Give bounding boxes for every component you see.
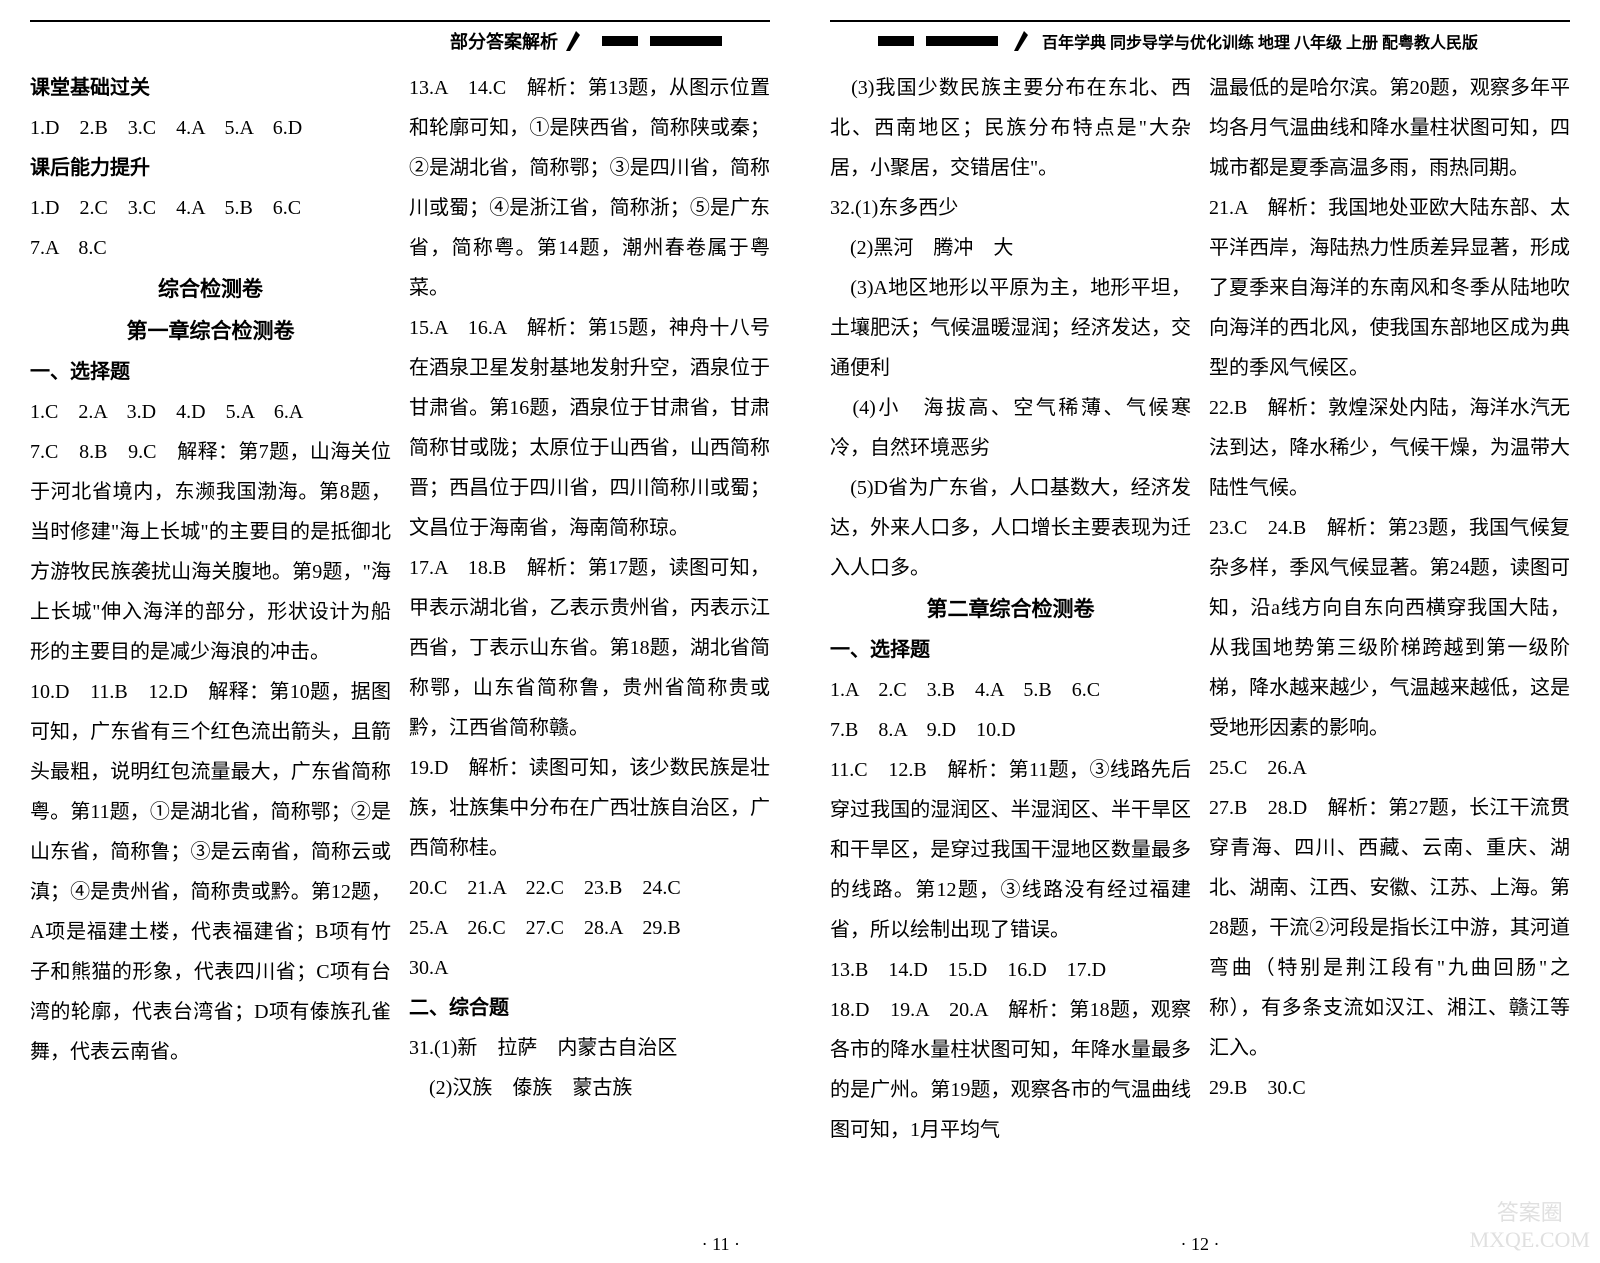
left-col-1: 课堂基础过关 1.D 2.B 3.C 4.A 5.A 6.D 课后能力提升 1.… — [30, 68, 391, 1231]
answers-line: 7.A 8.C — [30, 228, 391, 268]
answers-line: 25.C 26.A — [1209, 748, 1570, 788]
pen-icon — [562, 27, 590, 55]
heading-basics: 课堂基础过关 — [30, 68, 391, 108]
answers-line: 20.C 21.A 22.C 23.B 24.C — [409, 868, 770, 908]
answers-line: 7.B 8.A 9.D 10.D — [830, 710, 1191, 750]
header-right-title: 百年学典 同步导学与优化训练 地理 八年级 上册 配粤教人民版 — [1042, 29, 1478, 53]
answer-text: (3)我国少数民族主要分布在东北、西北、西南地区；民族分布特点是"大杂居，小聚居… — [830, 68, 1191, 188]
heading-comprehensive: 综合检测卷 — [30, 268, 391, 310]
answers-line: 29.B 30.C — [1209, 1068, 1570, 1108]
explanation-text: 19.D 解析：读图可知，该少数民族是壮族，壮族集中分布在广西壮族自治区，广西简… — [409, 748, 770, 868]
header-rule — [30, 20, 770, 22]
answers-line: 1.A 2.C 3.B 4.A 5.B 6.C — [830, 670, 1191, 710]
watermark-top: 答案圈 — [1470, 1200, 1590, 1226]
heading-chapter2-test: 第二章综合检测卷 — [830, 588, 1191, 630]
header-rule — [830, 20, 1570, 22]
left-col-2: 13.A 14.C 解析：第13题，从图示位置和轮廓可知，①是陕西省，简称陕或秦… — [409, 68, 770, 1231]
explanation-text: 7.C 8.B 9.C 解释：第7题，山海关位于河北省境内，东濒我国渤海。第8题… — [30, 432, 391, 672]
right-col-2: 温最低的是哈尔滨。第20题，观察多年平均各月气温曲线和降水量柱状图可知，四城市都… — [1209, 68, 1570, 1231]
header-left-title: 部分答案解析 — [450, 28, 558, 54]
right-col-1: (3)我国少数民族主要分布在东北、西北、西南地区；民族分布特点是"大杂居，小聚居… — [830, 68, 1191, 1231]
header-left: 部分答案解析 — [30, 26, 770, 56]
answers-line: 1.D 2.B 3.C 4.A 5.A 6.D — [30, 108, 391, 148]
answer-text: (5)D省为广东省，人口基数大，经济发达，外来人口多，人口增长主要表现为迁入人口… — [830, 468, 1191, 588]
answer-text: (2)黑河 腾冲 大 — [830, 228, 1191, 268]
heading-choice: 一、选择题 — [830, 630, 1191, 670]
page-right: 百年学典 同步导学与优化训练 地理 八年级 上册 配粤教人民版 (3)我国少数民… — [800, 0, 1600, 1263]
watermark-bottom: MXQE.COM — [1470, 1227, 1590, 1253]
heading-ability: 课后能力提升 — [30, 148, 391, 188]
header-decor-left — [602, 36, 722, 46]
explanation-text: 15.A 16.A 解析：第15题，神舟十八号在酒泉卫星发射基地发射升空，酒泉位… — [409, 308, 770, 548]
explanation-text: 21.A 解析：我国地处亚欧大陆东部、太平洋西岸，海陆热力性质差异显著，形成了夏… — [1209, 188, 1570, 388]
answer-text: (2)汉族 傣族 蒙古族 — [409, 1068, 770, 1108]
heading-comprehensive-q: 二、综合题 — [409, 988, 770, 1028]
answer-text: 32.(1)东多西少 — [830, 188, 1191, 228]
answer-text: (3)A地区地形以平原为主，地形平坦，土壤肥沃；气候温暖湿润；经济发达，交通便利 — [830, 268, 1191, 388]
heading-chapter1-test: 第一章综合检测卷 — [30, 310, 391, 352]
answers-line: 1.D 2.C 3.C 4.A 5.B 6.C — [30, 188, 391, 228]
left-columns: 课堂基础过关 1.D 2.B 3.C 4.A 5.A 6.D 课后能力提升 1.… — [30, 68, 770, 1231]
explanation-text: 18.D 19.A 20.A 解析：第18题，观察各市的降水量柱状图可知，年降水… — [830, 990, 1191, 1150]
answers-line: 30.A — [409, 948, 770, 988]
header-right: 百年学典 同步导学与优化训练 地理 八年级 上册 配粤教人民版 — [830, 26, 1570, 56]
explanation-text: 22.B 解析：敦煌深处内陆，海洋水汽无法到达，降水稀少，气候干燥，为温带大陆性… — [1209, 388, 1570, 508]
page-number-left: · 11 · — [0, 1234, 800, 1255]
explanation-text: 17.A 18.B 解析：第17题，读图可知，甲表示湖北省，乙表示贵州省，丙表示… — [409, 548, 770, 748]
explanation-text: 27.B 28.D 解析：第27题，长江干流贯穿青海、四川、西藏、云南、重庆、湖… — [1209, 788, 1570, 1068]
explanation-text: 温最低的是哈尔滨。第20题，观察多年平均各月气温曲线和降水量柱状图可知，四城市都… — [1209, 68, 1570, 188]
explanation-text: 13.A 14.C 解析：第13题，从图示位置和轮廓可知，①是陕西省，简称陕或秦… — [409, 68, 770, 308]
answers-line: 1.C 2.A 3.D 4.D 5.A 6.A — [30, 392, 391, 432]
right-columns: (3)我国少数民族主要分布在东北、西北、西南地区；民族分布特点是"大杂居，小聚居… — [830, 68, 1570, 1231]
explanation-text: 10.D 11.B 12.D 解释：第10题，据图可知，广东省有三个红色流出箭头… — [30, 672, 391, 1072]
heading-choice: 一、选择题 — [30, 352, 391, 392]
explanation-text: 23.C 24.B 解析：第23题，我国气候复杂多样，季风气候显著。第24题，读… — [1209, 508, 1570, 748]
answers-line: 13.B 14.D 15.D 16.D 17.D — [830, 950, 1191, 990]
pen-icon — [1010, 27, 1038, 55]
page-left: 部分答案解析 课堂基础过关 1.D 2.B 3.C 4.A 5.A 6.D 课后… — [0, 0, 800, 1263]
header-decor-right — [878, 36, 998, 46]
explanation-text: 11.C 12.B 解析：第11题，③线路先后穿过我国的湿润区、半湿润区、半干旱… — [830, 750, 1191, 950]
answers-line: 25.A 26.C 27.C 28.A 29.B — [409, 908, 770, 948]
answer-text: 31.(1)新 拉萨 内蒙古自治区 — [409, 1028, 770, 1068]
watermark: 答案圈 MXQE.COM — [1470, 1200, 1590, 1253]
answer-text: (4)小 海拔高、空气稀薄、气候寒冷，自然环境恶劣 — [830, 388, 1191, 468]
